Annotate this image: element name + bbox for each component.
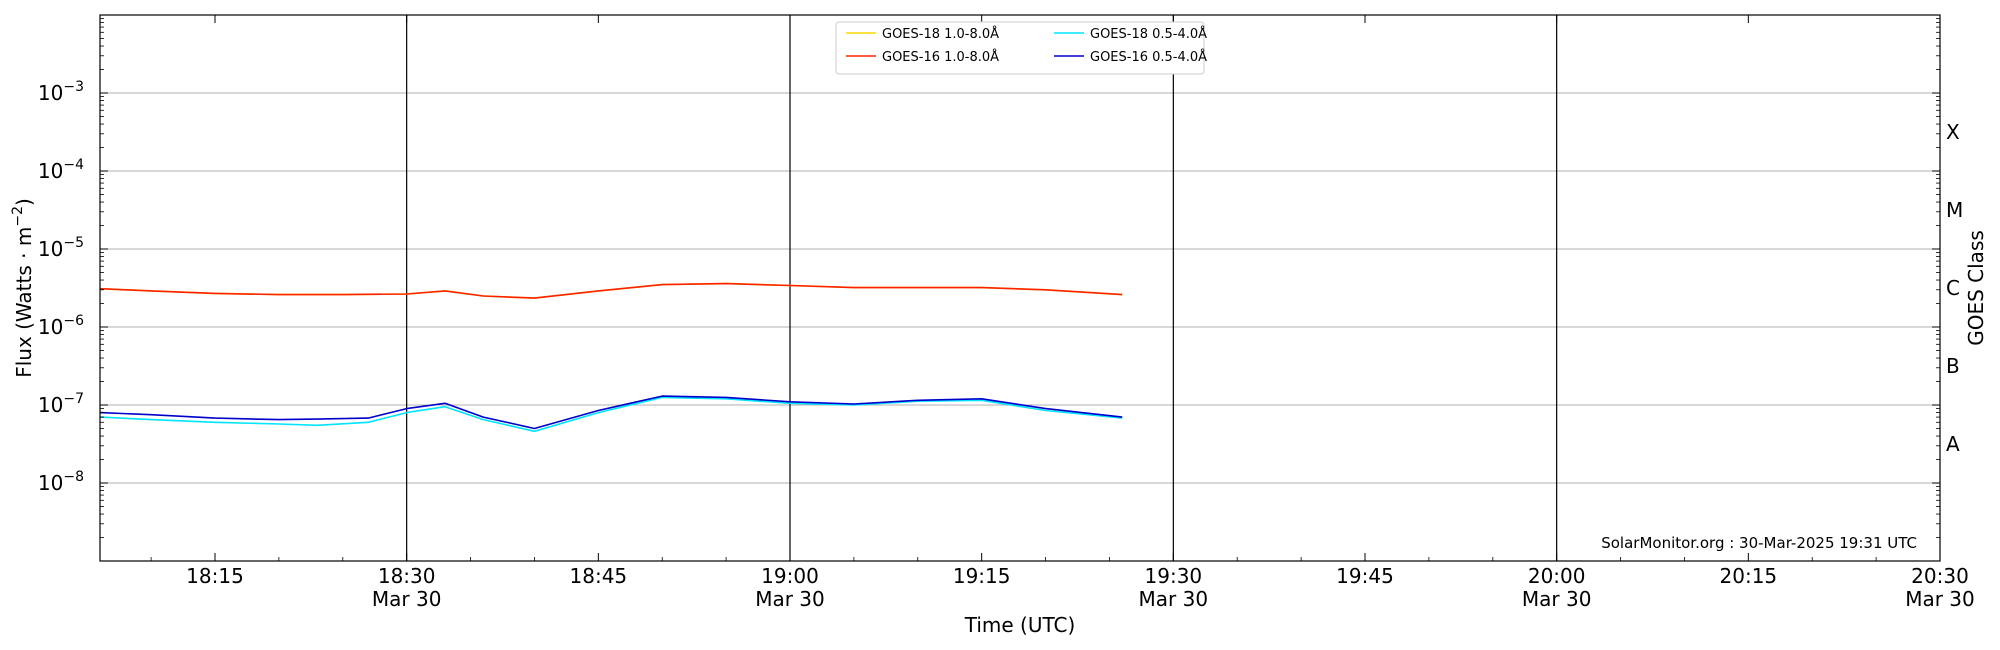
legend-entry: GOES-18 1.0-8.0Å: [846, 26, 999, 42]
x-tick-label: 20:00: [1528, 564, 1586, 588]
y-tick-base: 10: [38, 393, 63, 417]
y-tick-base: 10: [38, 159, 63, 183]
legend-label: GOES-18 0.5-4.0Å: [1090, 26, 1207, 42]
plot-frame: [99, 14, 1941, 562]
y-axis-label-exponent: −2: [10, 206, 26, 227]
goes-class-axis-label: GOES Class: [1964, 230, 1988, 346]
y-axis-label: Flux (Watts · m−2): [10, 198, 36, 378]
goes-class-c: C: [1946, 276, 1960, 300]
x-axis-label: Time (UTC): [964, 613, 1076, 637]
source-annotation: SolarMonitor.org : 30-Mar-2025 19:31 UTC: [1601, 534, 1917, 552]
y-tick-exponent: −6: [63, 313, 84, 329]
series-goes-16-0-5-4-0: [99, 395, 1123, 430]
legend-box: [835, 21, 1205, 75]
y-tick-label: 10−4: [38, 157, 84, 183]
goes-class-m: M: [1946, 198, 1963, 222]
y-tick-exponent: −3: [63, 79, 84, 95]
series-goes-18-1-0-8-0: [99, 282, 1123, 299]
y-tick-label: 10−3: [38, 79, 84, 105]
y-tick-exponent: −8: [63, 469, 84, 485]
x-tick-label: 19:45: [1336, 564, 1394, 588]
legend-entry: GOES-16 0.5-4.0Å: [1054, 49, 1207, 65]
y-tick-label: 10−8: [38, 469, 84, 495]
goes-class-b: B: [1946, 354, 1960, 378]
y-axis-ticks: 10−810−710−610−510−410−3: [38, 18, 1940, 538]
x-tick-label: 19:30: [1145, 564, 1203, 588]
legend-label: GOES-16 1.0-8.0Å: [882, 49, 999, 65]
day-marker-lines: [406, 15, 1558, 561]
y-tick-exponent: −5: [63, 235, 84, 251]
series-goes-16-1-0-8-0: [99, 282, 1123, 299]
series-lines: [99, 282, 1123, 433]
legend-items: GOES-18 1.0-8.0Å GOES-16 1.0-8.0Å GOES-18 …: [846, 26, 1207, 65]
x-tick-date-label: Mar 30: [1905, 587, 1975, 611]
legend-label: GOES-18 1.0-8.0Å: [882, 26, 999, 42]
y-tick-base: 10: [38, 315, 63, 339]
y-axis-label-close: ): [12, 198, 36, 206]
goes-class-x: X: [1946, 120, 1960, 144]
goes-class-labels: X M C B A: [1946, 120, 1963, 456]
goes-class-a: A: [1946, 432, 1960, 456]
series-goes-18-0-5-4-0: [99, 396, 1123, 433]
y-tick-label: 10−7: [38, 391, 84, 417]
legend-entry: GOES-16 1.0-8.0Å: [846, 49, 999, 65]
y-tick-base: 10: [38, 471, 63, 495]
x-tick-label: 19:15: [953, 564, 1011, 588]
legend-entry: GOES-18 0.5-4.0Å: [1054, 26, 1207, 42]
x-tick-label: 20:30: [1911, 564, 1969, 588]
y-tick-exponent: −4: [63, 157, 84, 173]
x-tick-date-label: Mar 30: [1139, 587, 1209, 611]
x-tick-date-label: Mar 30: [755, 587, 825, 611]
x-tick-date-label: Mar 30: [372, 587, 442, 611]
x-tick-label: 18:15: [186, 564, 244, 588]
x-tick-label: 19:00: [761, 564, 819, 588]
y-tick-label: 10−6: [38, 313, 84, 339]
grid-lines: [100, 92, 1940, 484]
x-tick-label: 20:15: [1720, 564, 1778, 588]
legend: GOES-18 1.0-8.0Å GOES-16 1.0-8.0Å GOES-18 …: [835, 21, 1207, 75]
x-tick-date-label: Mar 30: [1522, 587, 1592, 611]
y-tick-base: 10: [38, 237, 63, 261]
y-tick-exponent: −7: [63, 391, 84, 407]
legend-label: GOES-16 0.5-4.0Å: [1090, 49, 1207, 65]
y-tick-label: 10−5: [38, 235, 84, 261]
x-tick-label: 18:45: [570, 564, 628, 588]
x-tick-label: 18:30: [378, 564, 436, 588]
y-tick-base: 10: [38, 81, 63, 105]
